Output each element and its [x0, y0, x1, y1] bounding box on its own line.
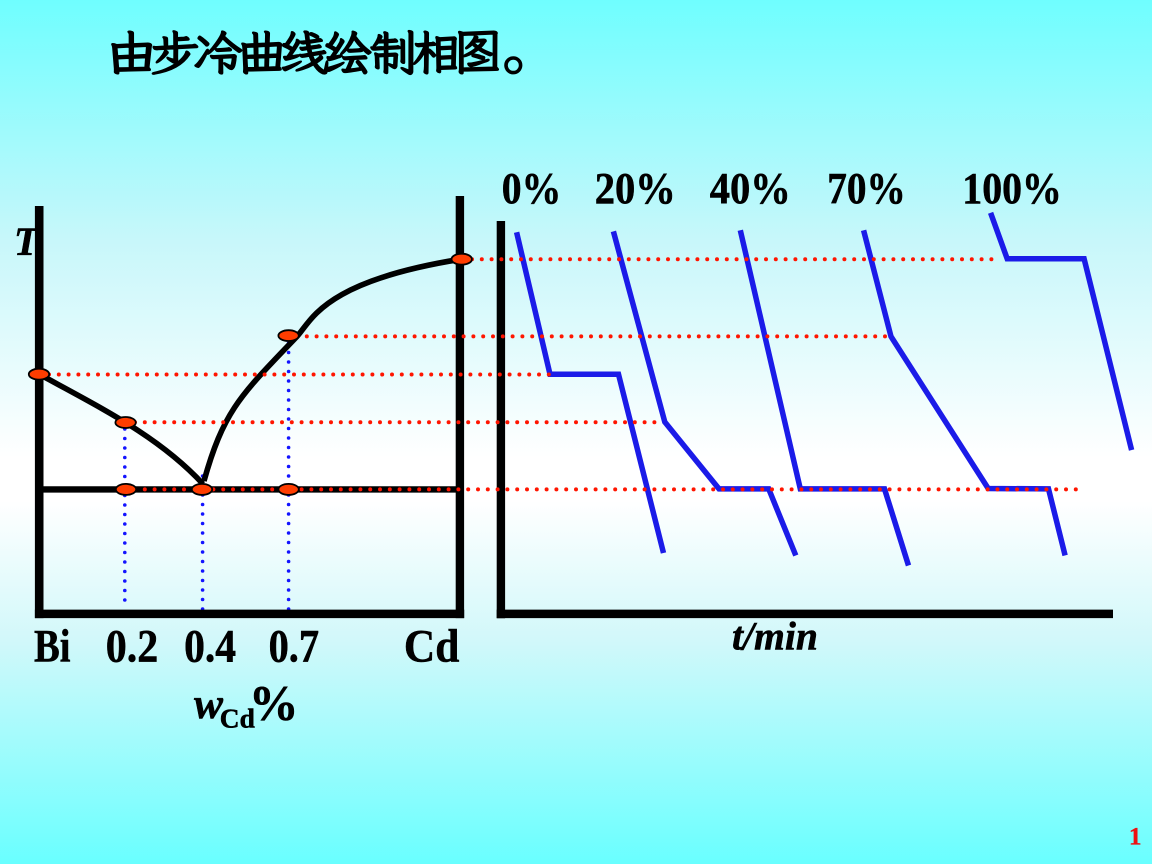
svg-text:0%: 0% — [502, 164, 562, 213]
svg-text:0.2: 0.2 — [106, 620, 159, 672]
svg-text:40%: 40% — [710, 164, 791, 213]
svg-text:100%: 100% — [962, 164, 1062, 213]
svg-text:t/min: t/min — [732, 614, 818, 659]
svg-text:0.4: 0.4 — [184, 620, 236, 672]
svg-text:w: w — [194, 680, 224, 728]
svg-text:Cd: Cd — [220, 703, 255, 733]
svg-text:20%: 20% — [595, 164, 676, 213]
svg-text:0.7: 0.7 — [269, 620, 320, 672]
svg-text:70%: 70% — [827, 164, 906, 213]
svg-text:Cd: Cd — [404, 620, 460, 672]
svg-text:T: T — [14, 219, 40, 264]
svg-text:1: 1 — [1129, 822, 1142, 851]
svg-text:%: % — [249, 676, 299, 731]
svg-text:Bi: Bi — [34, 620, 71, 672]
